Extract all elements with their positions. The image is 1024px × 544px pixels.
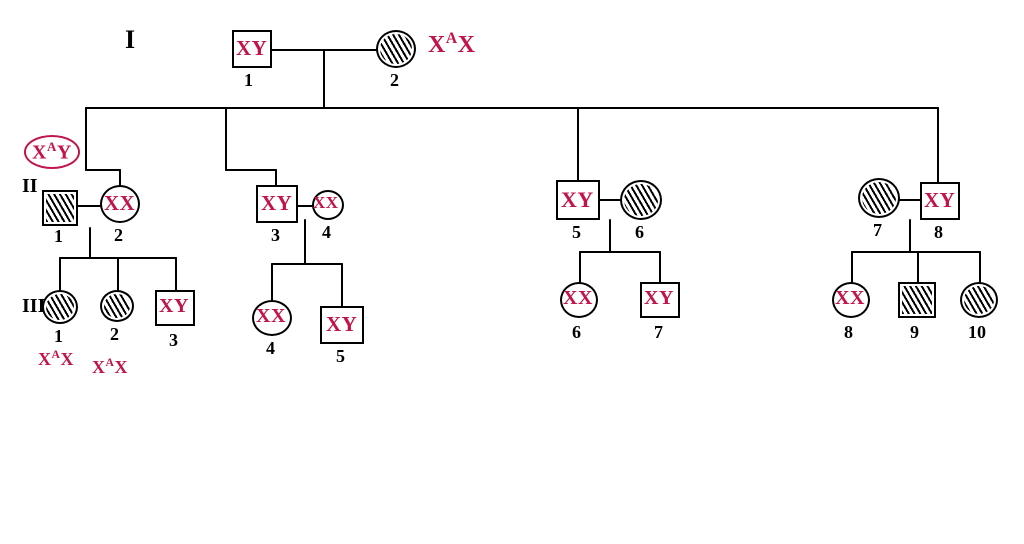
genotype-label: XY [924, 188, 955, 213]
pedigree-II2: XX2 [100, 185, 140, 223]
individual-number: 5 [336, 346, 345, 367]
affected-hatch [104, 294, 130, 318]
pedigree-I1: XY1 [232, 30, 272, 68]
individual-number: 2 [390, 70, 399, 91]
affected-hatch [964, 286, 994, 314]
genotype-label: XX [104, 191, 135, 216]
individual-number: 2 [114, 225, 123, 246]
individual-number: 9 [910, 322, 919, 343]
individual-number: 1 [244, 70, 253, 91]
genotype-label: XY [561, 187, 594, 213]
genotype-label: XY [261, 191, 292, 216]
generation-label: I [125, 25, 135, 55]
pedigree-II6: 6 [620, 180, 662, 220]
genotype-label: XX [313, 193, 339, 213]
individual-number: 4 [266, 338, 275, 359]
pedigree-III1: 1 [42, 290, 78, 324]
affected-hatch [46, 294, 74, 320]
pedigree-III3: XY3 [155, 290, 195, 326]
individual-number: 1 [54, 326, 63, 347]
genotype-label: XX [256, 305, 286, 328]
individual-number: 5 [572, 222, 581, 243]
connector-lines [0, 0, 1024, 544]
affected-hatch [902, 286, 932, 314]
individual-number: 6 [572, 322, 581, 343]
individual-number: 6 [635, 222, 644, 243]
genotype-annotation: XAX [428, 30, 475, 59]
affected-hatch [862, 182, 896, 214]
pedigree-II3: XY3 [256, 185, 298, 223]
genotype-annotation: XAX [92, 356, 128, 378]
genotype-label: XY [159, 295, 189, 318]
genotype-annotation: XAX [38, 348, 74, 370]
genotype-label: XX [563, 287, 593, 310]
pedigree-canvas: { "meta": { "canvas_w": 1024, "canvas_h"… [0, 0, 1024, 544]
individual-number: 3 [271, 225, 280, 246]
individual-number: 8 [844, 322, 853, 343]
individual-number: 7 [873, 220, 882, 241]
genotype-label: XX [835, 287, 865, 310]
pedigree-III4: XX4 [252, 300, 292, 336]
individual-number: 1 [54, 226, 63, 247]
affected-hatch [46, 194, 74, 222]
pedigree-II5: XY5 [556, 180, 600, 220]
genotype-label: XY [326, 312, 357, 337]
pedigree-II4: XX4 [312, 190, 344, 220]
pedigree-III8: XX8 [832, 282, 870, 318]
individual-number: 4 [322, 222, 331, 243]
pedigree-II7: 7 [858, 178, 900, 218]
individual-number: 2 [110, 324, 119, 345]
individual-number: 8 [934, 222, 943, 243]
affected-hatch [380, 34, 412, 64]
genotype-annotation: XAY [24, 135, 80, 169]
pedigree-III5: XY5 [320, 306, 364, 344]
pedigree-III10: 10 [960, 282, 998, 318]
generation-label: II [22, 175, 38, 198]
pedigree-II8: XY8 [920, 182, 960, 220]
pedigree-II1: 1 [42, 190, 78, 226]
pedigree-III9: 9 [898, 282, 936, 318]
pedigree-III7: XY7 [640, 282, 680, 318]
genotype-label: XY [644, 287, 674, 310]
pedigree-III6: XX6 [560, 282, 598, 318]
individual-number: 10 [968, 322, 986, 343]
individual-number: 3 [169, 330, 178, 351]
genotype-label: XY [236, 36, 267, 61]
affected-hatch [624, 184, 658, 216]
pedigree-I2: 2 [376, 30, 416, 68]
pedigree-III2: 2 [100, 290, 134, 322]
individual-number: 7 [654, 322, 663, 343]
